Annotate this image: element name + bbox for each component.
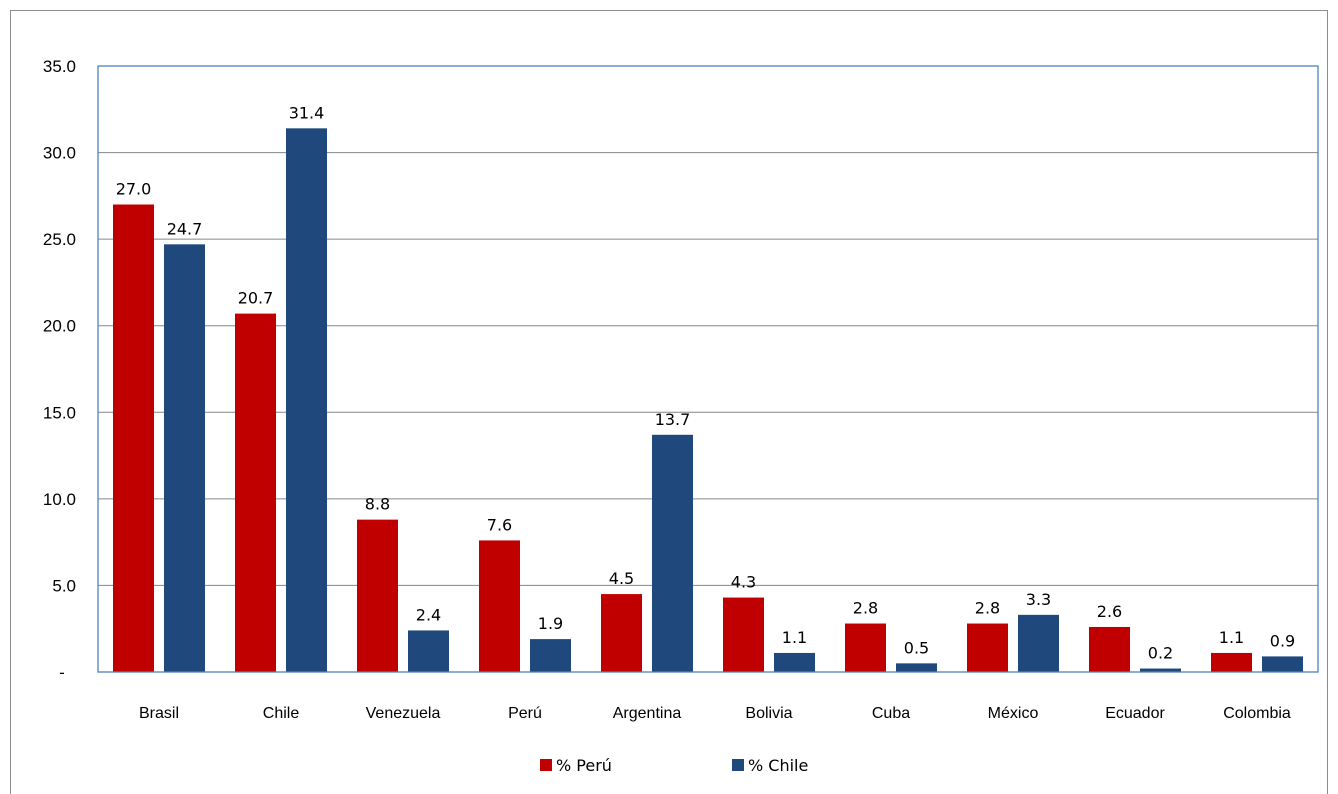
x-tick-label: Argentina [613, 705, 682, 722]
bar [967, 623, 1008, 672]
data-label: 4.3 [731, 573, 756, 592]
bars [113, 128, 1303, 672]
data-label: 3.3 [1026, 590, 1051, 609]
data-label: 20.7 [238, 289, 274, 308]
plot-area-border [97, 65, 1319, 673]
bar [530, 639, 571, 672]
x-tick-label: México [988, 705, 1039, 722]
gridlines [98, 152, 1318, 586]
data-label: 2.8 [853, 599, 878, 618]
data-label: 31.4 [289, 103, 325, 122]
bar [652, 434, 693, 672]
x-tick-label: Ecuador [1105, 705, 1165, 722]
bar [408, 630, 449, 672]
x-axis-tick-labels: Brasil Chile Venezuela Perú Argentina Bolivia… [139, 705, 1291, 722]
bar [1018, 614, 1059, 672]
bar [1262, 656, 1303, 672]
bar [601, 594, 642, 672]
legend-label: % Perú [556, 756, 612, 775]
data-label: 1.1 [1219, 628, 1244, 647]
legend: % Perú % Chile [540, 756, 808, 775]
bar [1140, 668, 1181, 672]
bar [774, 652, 815, 672]
y-tick-label: 25.0 [43, 230, 76, 249]
x-tick-label: Colombia [1223, 705, 1291, 722]
data-label: 0.2 [1148, 644, 1173, 663]
data-label: 2.6 [1097, 602, 1122, 621]
legend-swatch [540, 759, 552, 771]
x-tick-label: Bolivia [745, 705, 792, 722]
x-tick-label: Perú [508, 705, 542, 722]
data-label: 24.7 [167, 219, 203, 238]
data-label: 27.0 [116, 180, 152, 199]
bar [1211, 652, 1252, 672]
x-tick-label: Venezuela [366, 705, 441, 722]
y-tick-label: 5.0 [52, 576, 76, 595]
bar [286, 128, 327, 672]
data-label: 1.9 [538, 614, 563, 633]
y-axis-tick-labels: - 5.0 10.0 15.0 20.0 25.0 30.0 35.0 [43, 57, 76, 682]
y-tick-label: 10.0 [43, 490, 76, 509]
bar [896, 663, 937, 672]
data-label: 0.5 [904, 638, 929, 657]
data-label: 4.5 [609, 569, 634, 588]
y-tick-label: 20.0 [43, 317, 76, 336]
data-label: 2.4 [416, 605, 441, 624]
data-label: 7.6 [487, 515, 512, 534]
bar [1089, 626, 1130, 672]
x-tick-label: Brasil [139, 705, 179, 722]
legend-swatch [732, 759, 744, 771]
y-tick-label: 30.0 [43, 144, 76, 163]
data-label: 1.1 [782, 628, 807, 647]
data-label: 2.8 [975, 599, 1000, 618]
bar [357, 519, 398, 672]
data-labels: 27.0 24.7 20.7 31.4 8.8 2.4 7.6 1.9 4.5 13.7 4.3 1.… [116, 103, 1296, 662]
y-tick-label: - [59, 663, 65, 682]
bar [479, 540, 520, 672]
bar [845, 623, 886, 672]
legend-label: % Chile [748, 756, 808, 775]
bar [723, 597, 764, 672]
bar [113, 204, 154, 672]
data-label: 8.8 [365, 495, 390, 514]
bar [164, 244, 205, 672]
y-tick-label: 35.0 [43, 57, 76, 76]
y-tick-label: 15.0 [43, 403, 76, 422]
data-label: 0.9 [1270, 631, 1295, 650]
data-label: 13.7 [655, 410, 691, 429]
x-tick-label: Cuba [872, 705, 910, 722]
bar [235, 313, 276, 672]
x-tick-label: Chile [263, 705, 300, 722]
